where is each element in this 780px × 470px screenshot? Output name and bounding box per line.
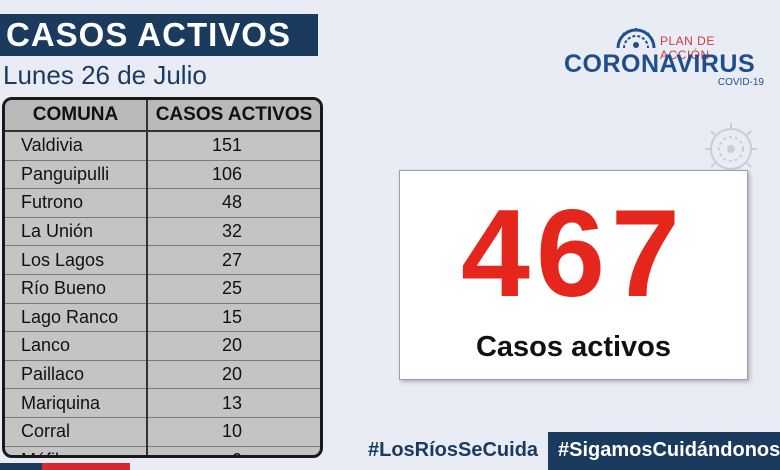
total-cases-panel: 467 Casos activos [399, 170, 748, 380]
table-row: Río Bueno 25 [5, 274, 320, 304]
casos-cell: 25 [147, 274, 320, 304]
comuna-cell: Máfil [5, 446, 148, 455]
comuna-cell: Futrono [5, 188, 148, 218]
table-row: Máfil0 [5, 446, 320, 455]
table-header-row: COMUNA CASOS ACTIVOS [5, 100, 320, 132]
casos-cell: 20 [147, 360, 320, 390]
total-cases-label: Casos activos [475, 331, 672, 363]
flag-stripe-blue [0, 463, 42, 470]
comuna-cell: Lago Ranco [5, 303, 148, 333]
comuna-cell: Paillaco [5, 360, 148, 390]
table-row: Lago Ranco 15 [5, 303, 320, 333]
virus-icon [616, 28, 656, 49]
total-cases-number: 467 [461, 185, 686, 323]
date-label: Lunes 26 de Julio [3, 60, 207, 90]
logo-covid-text: COVID-19 [717, 77, 764, 88]
column-header-comuna: COMUNA [5, 100, 148, 132]
casos-cell: 13 [147, 388, 320, 418]
casos-cell: 106 [147, 160, 320, 190]
flag-stripe-red [42, 463, 130, 470]
casos-cell: 151 [147, 131, 320, 161]
table-row: La Unión 32 [5, 217, 320, 247]
hashtag-sigamos: #SigamosCuidándonos [548, 432, 780, 470]
casos-cell: 15 [147, 303, 320, 333]
casos-cell: 10 [147, 417, 320, 447]
comuna-cell: Mariquina [5, 388, 148, 418]
comuna-cell: Panguipulli [5, 160, 148, 190]
table-row: Panguipulli 106 [5, 160, 320, 190]
table-row: Corral 10 [5, 417, 320, 447]
logo-main-text: CORONAVIRUS [564, 50, 756, 78]
comuna-cell: La Unión [5, 217, 148, 247]
page-title: CASOS ACTIVOS [0, 14, 318, 56]
logo-plan-text: PLAN DE ACCIÓN [660, 34, 715, 62]
table-row: Valdivia 151 [5, 131, 320, 161]
table-row: Futrono 48 [5, 188, 320, 218]
virus-decoration-icon [705, 123, 757, 170]
casos-cell: 20 [147, 331, 320, 361]
coronavirus-logo: PLAN DE ACCIÓN CORONAVIRUS COVID-19 [560, 26, 766, 92]
table-row: Paillaco 20 [5, 360, 320, 390]
table-row: Los Lagos 27 [5, 245, 320, 275]
casos-cell: 27 [147, 245, 320, 275]
column-header-casos: CASOS ACTIVOS [147, 100, 320, 132]
comuna-cell: Valdivia [5, 131, 148, 161]
casos-cell: 0 [147, 446, 320, 455]
flag-stripe [0, 463, 130, 470]
comuna-cell: Corral [5, 417, 148, 447]
casos-cell: 48 [147, 188, 320, 218]
casos-cell: 32 [147, 217, 320, 247]
comuna-cell: Lanco [5, 331, 148, 361]
comuna-cell: Río Bueno [5, 274, 148, 304]
hashtag-los-rios: #LosRíosSeCuida [368, 439, 539, 461]
comuna-cell: Los Lagos [5, 245, 148, 275]
cases-table: COMUNA CASOS ACTIVOS Valdivia 151 Panguip… [2, 97, 323, 458]
table-row: Mariquina 13 [5, 388, 320, 418]
table-row: Lanco 20 [5, 331, 320, 361]
